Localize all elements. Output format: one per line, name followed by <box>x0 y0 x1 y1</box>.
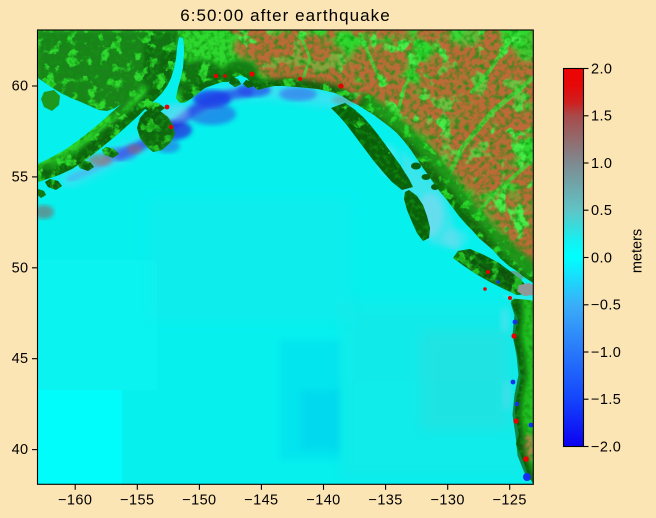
svg-text:0.5: 0.5 <box>591 203 612 219</box>
svg-text:2.0: 2.0 <box>591 61 612 77</box>
svg-text:meters: meters <box>630 229 646 273</box>
svg-text:−155: −155 <box>120 492 154 508</box>
svg-text:0.0: 0.0 <box>591 250 612 266</box>
svg-text:−0.5: −0.5 <box>591 298 621 314</box>
svg-text:1.0: 1.0 <box>591 156 612 172</box>
svg-text:−125: −125 <box>493 492 527 508</box>
svg-text:−2.0: −2.0 <box>591 439 621 455</box>
svg-text:−1.0: −1.0 <box>591 345 621 361</box>
svg-text:−160: −160 <box>58 492 92 508</box>
svg-text:55: 55 <box>12 169 29 185</box>
svg-text:6:50:00 after earthquake: 6:50:00 after earthquake <box>180 6 390 25</box>
svg-text:45: 45 <box>12 351 29 367</box>
svg-text:−150: −150 <box>182 492 216 508</box>
svg-text:−135: −135 <box>368 492 402 508</box>
svg-text:−140: −140 <box>306 492 340 508</box>
svg-text:60: 60 <box>12 79 29 95</box>
svg-text:40: 40 <box>12 442 29 458</box>
svg-text:1.5: 1.5 <box>591 109 612 125</box>
svg-text:50: 50 <box>12 260 29 276</box>
svg-text:−1.5: −1.5 <box>591 392 621 408</box>
svg-text:−145: −145 <box>244 492 278 508</box>
svg-text:−130: −130 <box>431 492 465 508</box>
